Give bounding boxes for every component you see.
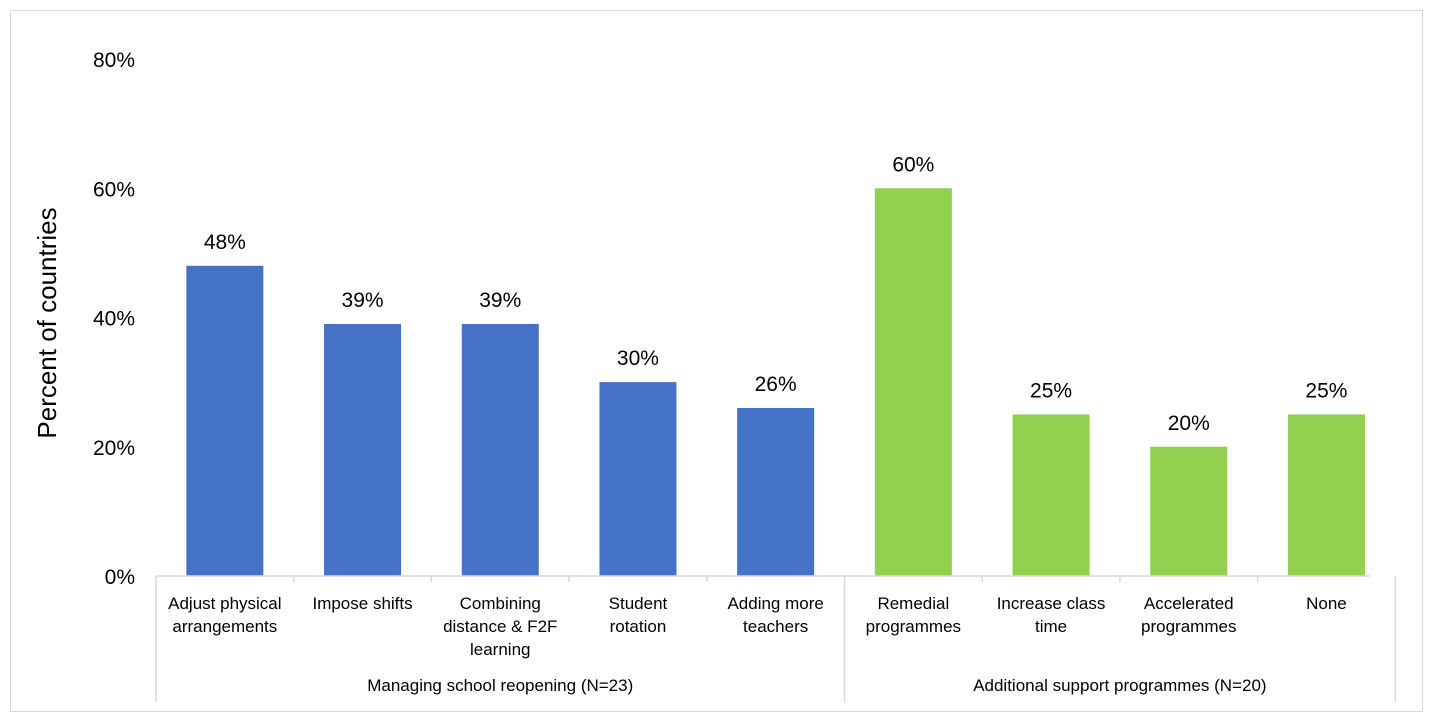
category-label: Increase class time xyxy=(997,594,1106,636)
category-label: Impose shifts xyxy=(312,594,412,613)
bar xyxy=(461,323,539,576)
bar xyxy=(874,188,952,576)
y-tick-label: 40% xyxy=(93,308,135,331)
data-label: 48% xyxy=(204,231,246,254)
data-label: 25% xyxy=(1030,379,1072,402)
bar xyxy=(599,382,677,576)
category-label: None xyxy=(1306,594,1347,613)
category-label: Student rotation xyxy=(609,594,668,636)
y-axis-ticks: 0% 20% 40% 60% 80% xyxy=(93,49,135,589)
bars xyxy=(186,188,1365,576)
bar xyxy=(1150,446,1228,576)
category-label: Adding more teachers xyxy=(727,594,823,636)
y-axis-title: Percent of countries xyxy=(32,207,62,438)
y-tick-label: 20% xyxy=(93,437,135,460)
data-labels: 48% 39% 39% 30% 26% 60% 25% 20% 25% xyxy=(204,153,1348,435)
x-axis xyxy=(155,575,1397,702)
category-labels: Adjust physical arrangements Impose shifts… xyxy=(168,594,1347,659)
bar xyxy=(1287,414,1365,576)
category-label: Combining distance & F2F learning xyxy=(443,594,557,659)
bar xyxy=(324,323,402,576)
data-label: 20% xyxy=(1168,412,1210,435)
category-label: Remedial programmes xyxy=(866,594,961,636)
data-label: 25% xyxy=(1305,379,1347,402)
data-label: 39% xyxy=(479,289,521,312)
data-label: 26% xyxy=(755,373,797,396)
data-label: 39% xyxy=(342,289,384,312)
y-tick-label: 80% xyxy=(93,49,135,72)
category-label: Adjust physical arrangements xyxy=(168,594,281,636)
bar xyxy=(737,407,815,576)
data-label: 30% xyxy=(617,347,659,370)
category-label: Accelerated programmes xyxy=(1141,594,1236,636)
y-tick-label: 0% xyxy=(105,566,135,589)
data-label: 60% xyxy=(892,153,934,176)
bar xyxy=(186,265,264,576)
group-label: Additional support programmes (N=20) xyxy=(973,676,1266,695)
y-tick-label: 60% xyxy=(93,178,135,201)
group-label: Managing school reopening (N=23) xyxy=(367,676,633,695)
group-labels: Managing school reopening (N=23) Addition… xyxy=(367,676,1266,695)
bar xyxy=(1012,414,1090,576)
